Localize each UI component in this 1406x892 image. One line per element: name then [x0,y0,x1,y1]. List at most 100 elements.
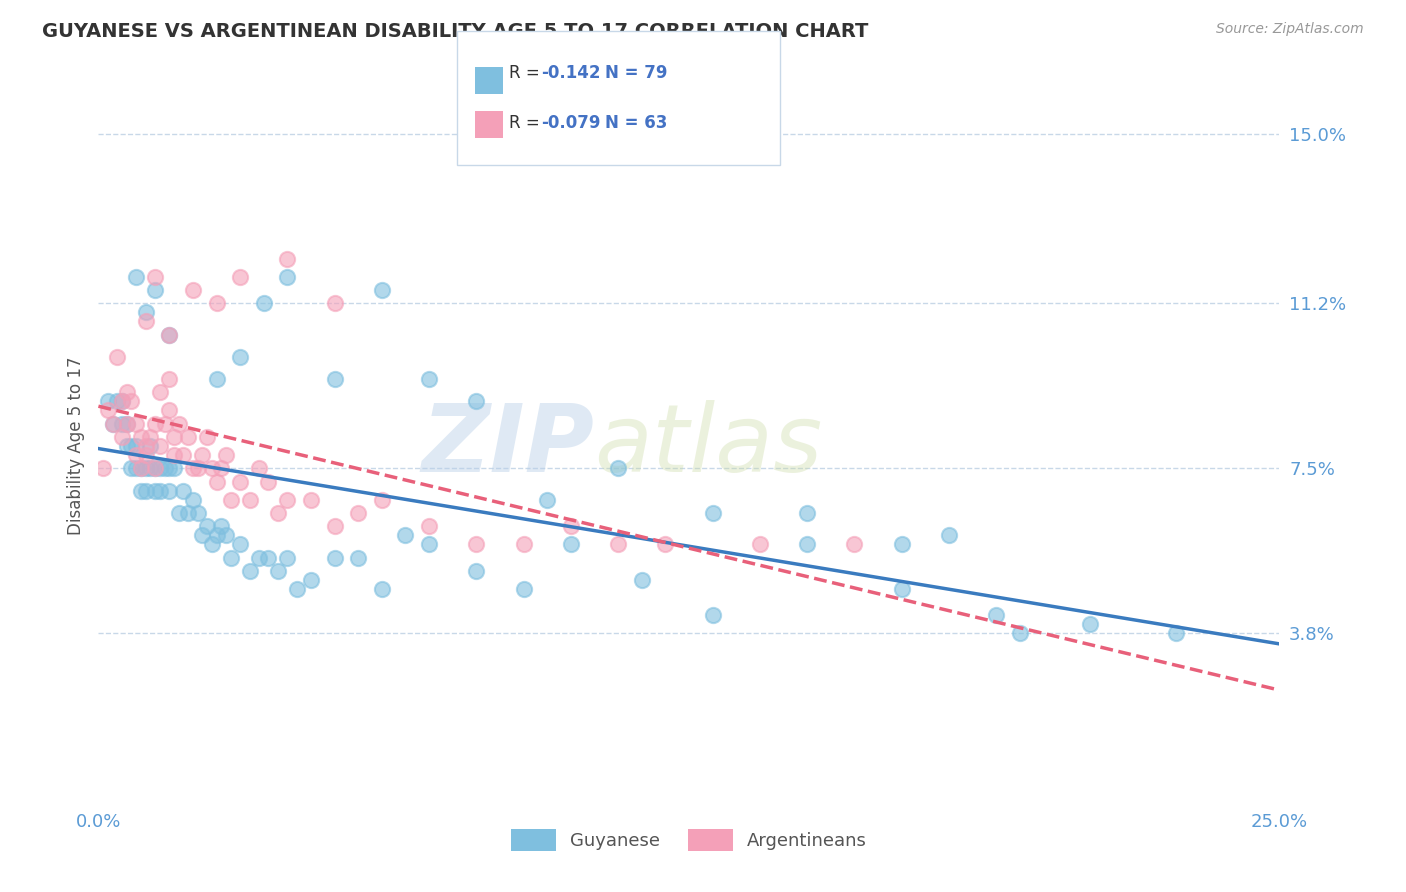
Point [299,492,322,507]
Point [1164,626,1187,640]
Point [1080,617,1102,632]
Point [748,537,770,551]
Point [115,417,138,431]
Point [247,550,270,565]
Point [205,372,228,386]
Point [195,430,218,444]
Point [181,461,204,475]
Point [229,269,252,284]
Point [139,430,162,444]
Point [205,528,228,542]
Point [125,269,148,284]
Point [153,461,176,475]
Point [195,519,218,533]
Point [229,537,252,551]
Text: GUYANESE VS ARGENTINEAN DISABILITY AGE 5 TO 17 CORRELATION CHART: GUYANESE VS ARGENTINEAN DISABILITY AGE 5… [42,22,869,41]
Point [139,461,162,475]
Point [149,385,172,400]
Point [239,564,262,578]
Point [209,461,232,475]
Point [394,528,416,542]
Point [418,537,440,551]
Point [418,372,440,386]
Point [157,483,180,498]
Point [209,519,232,533]
Text: -0.142: -0.142 [541,64,600,82]
Text: atlas: atlas [595,401,823,491]
Point [654,537,676,551]
Point [135,461,157,475]
Point [135,448,157,462]
Point [253,296,276,310]
Point [205,475,228,489]
Point [125,448,148,462]
Point [219,492,242,507]
Point [702,608,724,623]
Point [276,550,298,565]
Point [163,448,186,462]
Point [167,417,190,431]
Point [229,350,252,364]
Point [125,439,148,453]
Point [121,439,143,453]
Point [560,519,582,533]
Point [143,461,166,475]
Point [101,417,124,431]
Point [111,417,134,431]
Point [177,506,200,520]
Point [129,461,152,475]
Point [219,550,242,565]
Point [276,252,298,266]
Point [115,439,138,453]
Point [191,528,214,542]
Point [111,394,134,409]
Point [121,461,143,475]
Point [181,492,204,507]
Point [149,439,172,453]
Point [536,492,558,507]
Text: R =: R = [509,64,546,82]
Point [239,492,262,507]
Point [323,296,346,310]
Point [177,430,200,444]
Point [157,403,180,417]
Point [371,492,394,507]
Point [630,573,652,587]
Point [215,528,238,542]
Point [465,564,488,578]
Point [157,327,180,342]
Point [418,519,440,533]
Point [890,582,912,596]
Point [181,283,204,297]
Point [247,461,270,475]
Point [143,417,166,431]
Point [135,314,157,328]
Point [167,506,190,520]
Point [129,461,152,475]
Point [91,461,114,475]
Point [111,394,134,409]
Point [125,417,148,431]
Point [276,492,298,507]
Point [267,564,290,578]
Point [163,461,186,475]
Point [229,475,252,489]
Point [157,461,180,475]
Point [347,506,370,520]
Point [105,350,128,364]
Point [938,528,960,542]
Point [115,417,138,431]
Point [512,582,534,596]
Point [215,448,238,462]
Point [1008,626,1031,640]
Point [139,439,162,453]
Point [129,430,152,444]
Legend: Guyanese, Argentineans: Guyanese, Argentineans [503,822,875,858]
Point [267,506,290,520]
Text: Source: ZipAtlas.com: Source: ZipAtlas.com [1216,22,1364,37]
Point [323,550,346,565]
Point [157,372,180,386]
Point [323,372,346,386]
Point [135,305,157,319]
Text: ZIP: ZIP [422,400,595,492]
